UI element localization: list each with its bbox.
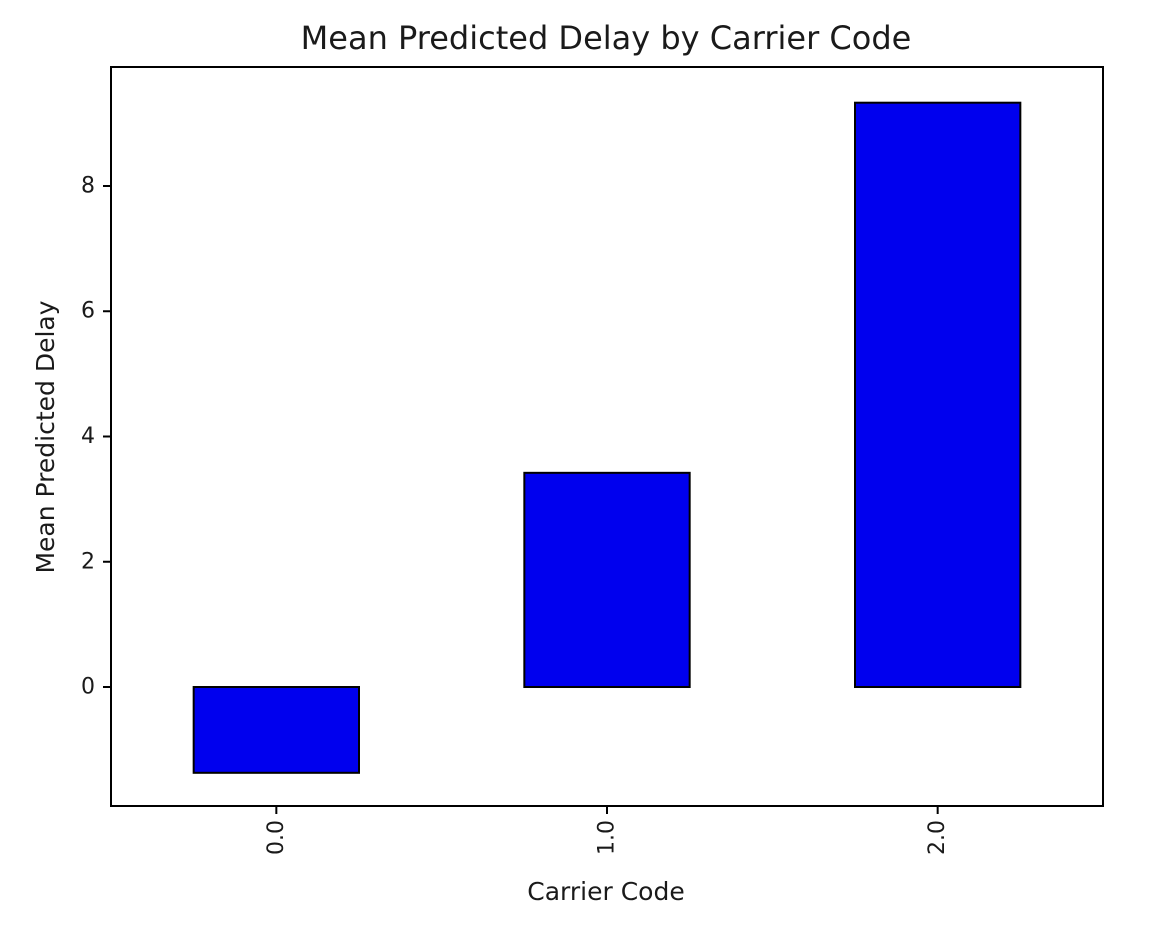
- y-tick-label: 6: [81, 299, 95, 324]
- y-axis-label: Mean Predicted Delay: [31, 300, 60, 573]
- x-tick-label: 0.0: [264, 820, 289, 855]
- bars-group: [192, 101, 1022, 774]
- y-tick-label: 0: [81, 675, 95, 700]
- bar-1.0: [523, 471, 691, 689]
- x-axis: 0.0 1.0 2.0: [264, 806, 950, 855]
- y-axis: 0 2 4 6 8: [81, 173, 111, 700]
- plot-area: 0 2 4 6 8 0.0 1.0 2.0: [81, 66, 1104, 855]
- y-tick-label: 4: [81, 424, 95, 449]
- x-tick-label: 1.0: [595, 820, 620, 855]
- x-tick-label: 2.0: [925, 820, 950, 855]
- y-tick-label: 2: [81, 549, 95, 574]
- bar-2.0: [854, 101, 1022, 689]
- x-axis-label: Carrier Code: [527, 877, 684, 906]
- bar-0.0: [192, 686, 360, 774]
- chart-title: Mean Predicted Delay by Carrier Code: [301, 19, 912, 57]
- y-tick-label: 8: [81, 173, 95, 198]
